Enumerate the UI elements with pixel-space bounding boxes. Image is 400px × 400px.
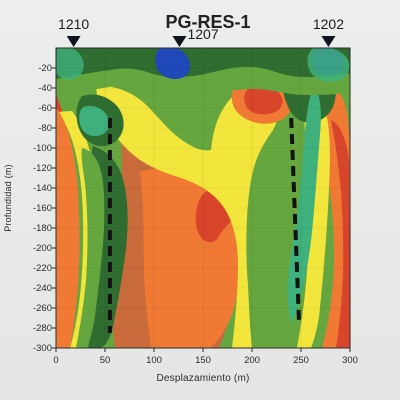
y-axis-label: Profundidad (m) — [3, 164, 13, 232]
well-marker-triangle — [66, 36, 81, 47]
y-tick-label: -60 — [38, 103, 52, 114]
y-tick-label: -120 — [33, 163, 52, 174]
plot-area — [56, 48, 350, 348]
x-tick-label: 0 — [53, 355, 58, 366]
dashed-lines-group — [107, 117, 302, 333]
x-axis-ticks: 0 50 100 150 200 250 300 — [53, 348, 358, 366]
left-light-green-plume — [76, 148, 105, 348]
y-tick-label: -160 — [33, 203, 52, 214]
right-red-anomaly — [331, 120, 350, 348]
top-teal-rim-left — [56, 48, 84, 80]
upper-left-teal-blob — [79, 105, 110, 137]
upper-yellow-shell — [96, 85, 279, 348]
y-axis-ticks: -20 -40 -60 -80 -100 -120 -140 -160 -180 -200 -220… — [33, 63, 56, 354]
grid-lines — [56, 48, 350, 348]
y-tick-label: -140 — [33, 183, 52, 194]
y-tick-label: -200 — [33, 243, 52, 254]
well-marker-triangle — [172, 36, 187, 47]
well-markers: 1210 1207 1202 — [58, 16, 344, 47]
x-tick-label: 150 — [195, 355, 211, 366]
right-yellow-band — [297, 96, 330, 348]
y-tick-label: -80 — [38, 123, 52, 134]
y-tick-label: -260 — [33, 303, 52, 314]
x-tick-label: 300 — [342, 355, 358, 366]
top-green-band — [56, 66, 350, 96]
left-orange-band — [56, 108, 80, 348]
y-tick-label: -300 — [33, 343, 52, 354]
top-teal-rim-right — [307, 48, 350, 82]
right-dashed-line — [289, 117, 302, 324]
y-tick-label: -40 — [38, 83, 52, 94]
well-marker-label: 1207 — [187, 26, 218, 42]
top-blue-anomaly-center — [155, 48, 190, 80]
x-tick-label: 200 — [244, 355, 260, 366]
x-tick-label: 250 — [293, 355, 309, 366]
well-marker-label: 1210 — [58, 16, 89, 32]
y-tick-label: -20 — [38, 63, 52, 74]
chart-title: PG-RES-1 — [165, 12, 250, 32]
y-tick-label: -100 — [33, 143, 52, 154]
top-dark-green-band — [56, 48, 350, 79]
y-tick-label: -240 — [33, 283, 52, 294]
x-axis-label: Desplazamiento (m) — [156, 373, 249, 384]
y-tick-label: -180 — [33, 223, 52, 234]
x-tick-label: 50 — [100, 355, 111, 366]
y-tick-label: -280 — [33, 323, 52, 334]
well-marker-triangle — [321, 36, 336, 47]
y-tick-label: -220 — [33, 263, 52, 274]
x-tick-label: 100 — [146, 355, 162, 366]
upper-orange-core — [244, 85, 283, 115]
well-marker-label: 1202 — [313, 16, 344, 32]
